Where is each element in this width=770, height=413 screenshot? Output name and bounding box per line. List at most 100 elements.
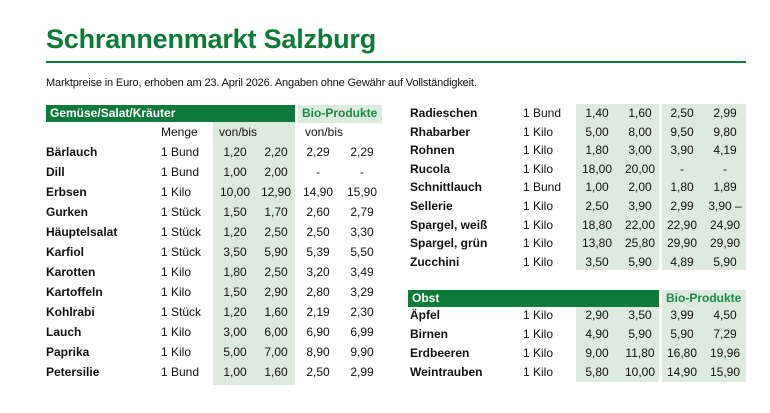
bio-price-from-cell: 3,90 [670, 143, 694, 158]
price-to-cell: 25,80 [624, 236, 656, 251]
product-name: Radieschen [410, 106, 478, 120]
bio-price-to-cell: 5,90 [713, 254, 737, 269]
price-to-cell: 3,90 [628, 199, 652, 213]
bio-price-to-cell: 15,90 [709, 365, 741, 379]
bio-price-to-cell: 4,19 [713, 143, 737, 158]
price-from-cell: 4,90 [585, 327, 609, 341]
product-name: Spargel, grün [410, 236, 488, 251]
bio-price-to-cell: 2,99 [350, 365, 374, 379]
table-row: Rucola 1 Kilo 18,00 20,00 - - [0, 159, 770, 179]
table-row: Rhabarber 1 Kilo 5,00 8,00 9,50 9,80 [0, 122, 770, 142]
unit-cell: 1 Kilo [523, 217, 554, 232]
unit-cell: 1 Stück [161, 205, 202, 219]
title-divider [46, 61, 746, 63]
bio-price-from-cell: 9,50 [670, 124, 694, 139]
bio-price-to-cell: 6,99 [350, 325, 374, 339]
product-name: Weintrauben [410, 365, 483, 379]
table-row: Rohnen 1 Kilo 1,80 3,00 3,90 4,19 [0, 140, 770, 160]
product-name: Spargel, weiß [410, 217, 488, 232]
unit-cell: 1 Kilo [523, 143, 554, 158]
price-from-cell: 18,80 [581, 217, 613, 232]
product-name: Bärlauch [46, 145, 98, 159]
table-row: Kohlrabi 1 Stück 1,20 1,60 2,19 2,30 [0, 302, 770, 322]
price-from-cell: 3,00 [223, 325, 247, 339]
bio-price-from-cell: 16,80 [666, 346, 698, 360]
unit-cell: 1 Bund [523, 180, 562, 195]
bio-price-from-cell: 2,80 [306, 285, 330, 299]
bio-price-from-cell: 6,90 [306, 325, 330, 339]
bio-price-from-cell: 2,19 [306, 305, 330, 319]
product-name: Lauch [46, 325, 82, 339]
table-row: Erdbeeren 1 Kilo 9,00 11,80 16,80 19,96 [0, 343, 770, 363]
unit-cell: 1 Kilo [523, 365, 554, 379]
table-row: Spargel, grün 1 Kilo 13,80 25,80 29,90 29,90 [0, 233, 770, 253]
price-to-cell: 1,60 [264, 305, 288, 319]
product-name: Rohnen [410, 143, 455, 158]
price-to-cell: 5,90 [628, 327, 652, 341]
price-to-cell: 1,60 [264, 365, 288, 379]
price-from-cell: 1,20 [223, 305, 247, 319]
product-name: Schnittlauch [410, 180, 483, 195]
price-from-cell: 1,80 [223, 265, 247, 279]
unit-cell: 1 Kilo [161, 185, 192, 199]
price-from-cell: 3,50 [223, 245, 247, 259]
unit-cell: 1 Kilo [523, 308, 554, 322]
column-header-bio-price: von/bis [305, 125, 344, 139]
bio-price-to-cell: 3,30 [350, 225, 374, 239]
bio-price-from-cell: 14,90 [302, 185, 334, 199]
table-row: Kartoffeln 1 Kilo 1,50 2,90 2,80 3,29 [0, 282, 770, 302]
product-name: Paprika [46, 345, 90, 359]
product-name: Sellerie [410, 199, 453, 213]
price-from-cell: 9,00 [585, 346, 609, 360]
product-name: Birnen [410, 327, 449, 341]
unit-cell: 1 Bund [161, 165, 200, 179]
table-row: Dill 1 Bund 1,00 2,00 - - [0, 162, 770, 182]
bio-header-vegetables: Bio-Produkte [298, 105, 382, 122]
table-row: Bärlauch 1 Bund 1,20 2,20 2,29 2,29 [0, 142, 770, 162]
price-to-cell: 2,00 [628, 180, 652, 195]
bio-price-from-cell: 29,90 [666, 236, 698, 251]
bio-price-from-cell: 8,90 [306, 345, 330, 359]
table-row: Häuptelsalat 1 Stück 1,20 2,50 2,50 3,30 [0, 222, 770, 242]
price-shade-right [576, 104, 659, 270]
price-to-cell: 11,80 [625, 346, 655, 360]
price-from-cell: 1,20 [223, 145, 247, 159]
price-to-cell: 1,60 [628, 106, 652, 120]
price-to-cell: 5,90 [264, 245, 288, 259]
unit-cell: 1 Kilo [161, 285, 192, 299]
bio-price-from-cell: 2,50 [670, 106, 694, 120]
price-to-cell: 2,20 [264, 145, 288, 159]
bio-price-from-cell: 4,89 [670, 254, 694, 269]
bio-price-from-cell: 5,90 [670, 327, 694, 341]
bio-price-to-cell: 2,79 [350, 205, 374, 219]
price-shade-left [213, 105, 295, 385]
unit-cell: 1 Kilo [161, 265, 192, 279]
product-name: Kohlrabi [46, 305, 95, 319]
bio-price-from-cell: 22,90 [666, 217, 698, 232]
unit-cell: 1 Bund [523, 106, 562, 120]
price-to-cell: 6,00 [264, 325, 288, 339]
bio-price-to-cell: 7,29 [713, 327, 737, 341]
bio-price-to-cell: 15,90 [346, 185, 378, 199]
bio-price-to-cell: - [360, 165, 364, 179]
column-header-menge: Menge [161, 125, 198, 139]
unit-cell: 1 Bund [161, 365, 200, 379]
product-name: Petersilie [46, 365, 100, 379]
bio-price-to-cell: - [723, 161, 727, 176]
bio-price-from-cell: 14,90 [666, 365, 698, 379]
bio-shade-right [662, 104, 746, 270]
table-row: Lauch 1 Kilo 3,00 6,00 6,90 6,99 [0, 322, 770, 342]
price-to-cell: 1,70 [264, 205, 288, 219]
price-from-cell: 1,40 [585, 106, 609, 120]
table-row: Petersilie 1 Bund 1,00 1,60 2,50 2,99 [0, 362, 770, 382]
bio-price-from-cell: 1,80 [670, 180, 694, 195]
unit-cell: 1 Bund [161, 145, 200, 159]
table-row: Erbsen 1 Kilo 10,00 12,90 14,90 15,90 [0, 182, 770, 202]
table-row: Spargel, weiß 1 Kilo 18,80 22,00 22,90 24,90 [0, 215, 770, 235]
product-name: Erbsen [46, 185, 87, 199]
product-name: Häuptelsalat [46, 225, 118, 239]
bio-price-to-cell: 5,50 [350, 245, 374, 259]
bio-price-from-cell: - [316, 165, 320, 179]
product-name: Dill [46, 165, 65, 179]
bio-price-to-cell: 3,90 – [708, 199, 742, 213]
